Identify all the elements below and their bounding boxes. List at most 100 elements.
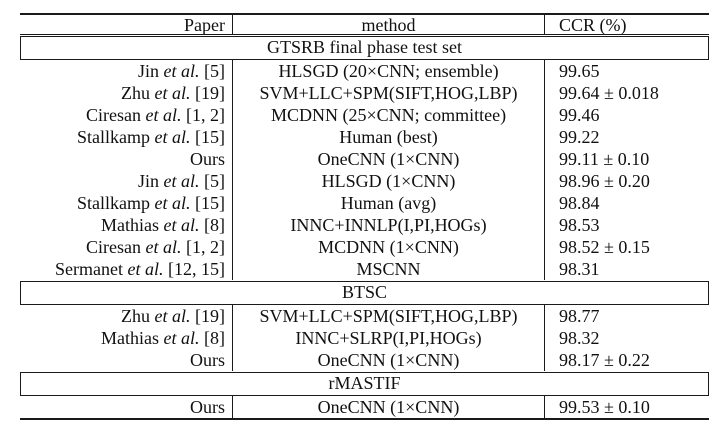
ccr-cell: 99.46 <box>559 105 600 125</box>
et-al-italic: et al. <box>145 105 182 125</box>
paper-text: Stallkamp <box>77 193 155 213</box>
method-cell: INNC+SLRP(I,PI,HOGs) <box>233 327 545 349</box>
method-cell: OneCNN (1×CNN) <box>233 396 545 418</box>
method-cell: HLSGD (20×CNN; ensemble) <box>233 60 545 82</box>
et-al-italic: et al. <box>163 171 200 191</box>
paper-cell: Ours <box>20 349 233 371</box>
method-cell: SVM+LLC+SPM(SIFT,HOG,LBP) <box>233 82 545 104</box>
paper-cell: Stallkamp et al. [15] <box>20 192 233 214</box>
ccr-cell: 98.96 ± 0.20 <box>559 171 650 191</box>
section-header: rMASTIF <box>20 372 709 396</box>
table-row: Mathias et al. [8] INNC+INNLP(I,PI,HOGs) 9… <box>20 214 709 236</box>
paper-text: [12, 15] <box>163 259 225 279</box>
method-cell: SVM+LLC+SPM(SIFT,HOG,LBP) <box>233 305 545 327</box>
method-cell: MSCNN <box>233 258 545 280</box>
method-cell: Human (avg) <box>233 192 545 214</box>
ccr-cell: 98.53 <box>559 215 600 235</box>
method-cell: OneCNN (1×CNN) <box>233 148 545 170</box>
et-al-italic: et al. <box>163 61 200 81</box>
column-header-ccr: CCR (%) <box>559 15 627 34</box>
et-al-italic: et al. <box>163 328 200 348</box>
table-row: Ours OneCNN (1×CNN) 99.53 ± 0.10 <box>20 396 709 418</box>
section-title: GTSRB final phase test set <box>267 37 462 57</box>
paper-text: [8] <box>199 328 225 348</box>
paper-text: [19] <box>190 306 225 326</box>
section-header: GTSRB final phase test set <box>20 36 709 60</box>
table-row: Jin et al. [5] HLSGD (20×CNN; ensemble) 99… <box>20 60 709 82</box>
table-row: Sermanet et al. [12, 15] MSCNN 98.31 <box>20 258 709 280</box>
ccr-cell: 99.11 ± 0.10 <box>559 149 650 169</box>
paper-cell: Stallkamp et al. [15] <box>20 126 233 148</box>
paper-text: Ciresan <box>86 105 146 125</box>
ccr-cell: 99.65 <box>559 61 600 81</box>
paper-text: Sermanet <box>55 259 128 279</box>
method-cell: Human (best) <box>233 126 545 148</box>
table-row: Zhu et al. [19] SVM+LLC+SPM(SIFT,HOG,LBP)… <box>20 82 709 104</box>
section-title: BTSC <box>341 282 388 302</box>
method-cell: OneCNN (1×CNN) <box>233 349 545 371</box>
table-row: Mathias et al. [8] INNC+SLRP(I,PI,HOGs) 98… <box>20 327 709 349</box>
paper-text: Ciresan <box>86 237 146 257</box>
paper-text: [15] <box>190 193 225 213</box>
paper-cell: Ciresan et al. [1, 2] <box>20 104 233 126</box>
results-table: Paper method CCR (%) GTSRB final phase t… <box>20 13 709 420</box>
table-row: Zhu et al. [19] SVM+LLC+SPM(SIFT,HOG,LBP)… <box>20 305 709 327</box>
ccr-cell: 98.32 <box>559 328 600 348</box>
paper-text: [8] <box>199 215 225 235</box>
paper-text: Jin <box>137 61 164 81</box>
table-row: Ours OneCNN (1×CNN) 99.11 ± 0.10 <box>20 148 709 170</box>
ccr-cell: 99.53 ± 0.10 <box>559 397 650 417</box>
table-row: Stallkamp et al. [15] Human (avg) 98.84 <box>20 192 709 214</box>
table-row: Stallkamp et al. [15] Human (best) 99.22 <box>20 126 709 148</box>
table-row: Ciresan et al. [1, 2] MCDNN (1×CNN) 98.52 … <box>20 236 709 258</box>
column-header-paper: Paper <box>20 15 233 34</box>
paper-text: [15] <box>190 127 225 147</box>
ccr-cell: 98.77 <box>559 306 600 326</box>
paper-cell: Zhu et al. [19] <box>20 305 233 327</box>
paper-cell: Ciresan et al. [1, 2] <box>20 236 233 258</box>
table-body: GTSRB final phase test set Jin et al. [5]… <box>20 36 709 418</box>
paper-text: [5] <box>199 171 225 191</box>
table-header-row: Paper method CCR (%) <box>20 15 709 35</box>
method-cell: MCDNN (1×CNN) <box>233 236 545 258</box>
section-header: BTSC <box>20 281 709 305</box>
ccr-cell: 99.22 <box>559 127 600 147</box>
ccr-cell: 98.17 ± 0.22 <box>559 350 650 370</box>
table-row: Ciresan et al. [1, 2] MCDNN (25×CNN; comm… <box>20 104 709 126</box>
et-al-italic: et al. <box>127 259 164 279</box>
paper-cell: Ours <box>20 396 233 418</box>
paper-text: Zhu <box>121 83 155 103</box>
table-row: Ours OneCNN (1×CNN) 98.17 ± 0.22 <box>20 349 709 371</box>
paper-text: Ours <box>190 397 225 417</box>
method-cell: MCDNN (25×CNN; committee) <box>233 104 545 126</box>
paper-text: Mathias <box>101 215 164 235</box>
table-bottom-rule <box>20 418 709 420</box>
paper-text: Stallkamp <box>77 127 155 147</box>
paper-text: Ours <box>190 350 225 370</box>
paper-text: Jin <box>137 171 164 191</box>
table-top-rule <box>20 13 709 15</box>
ccr-cell: 98.52 ± 0.15 <box>559 237 650 257</box>
column-header-method: method <box>233 15 545 34</box>
paper-text: [1, 2] <box>181 105 225 125</box>
paper-cell: Ours <box>20 148 233 170</box>
paper-cell: Mathias et al. [8] <box>20 327 233 349</box>
paper-cell: Jin et al. [5] <box>20 60 233 82</box>
et-al-italic: et al. <box>154 306 191 326</box>
paper-text: Zhu <box>121 306 155 326</box>
paper-text: [19] <box>190 83 225 103</box>
paper-text: [5] <box>199 61 225 81</box>
paper-cell: Jin et al. [5] <box>20 170 233 192</box>
table-row: Jin et al. [5] HLSGD (1×CNN) 98.96 ± 0.20 <box>20 170 709 192</box>
et-al-italic: et al. <box>154 193 191 213</box>
section-title: rMASTIF <box>328 373 401 393</box>
paper-text: Ours <box>190 149 225 169</box>
et-al-italic: et al. <box>145 237 182 257</box>
et-al-italic: et al. <box>163 215 200 235</box>
paper-cell: Sermanet et al. [12, 15] <box>20 258 233 280</box>
paper-text: [1, 2] <box>181 237 225 257</box>
paper-cell: Zhu et al. [19] <box>20 82 233 104</box>
method-cell: HLSGD (1×CNN) <box>233 170 545 192</box>
et-al-italic: et al. <box>154 127 191 147</box>
